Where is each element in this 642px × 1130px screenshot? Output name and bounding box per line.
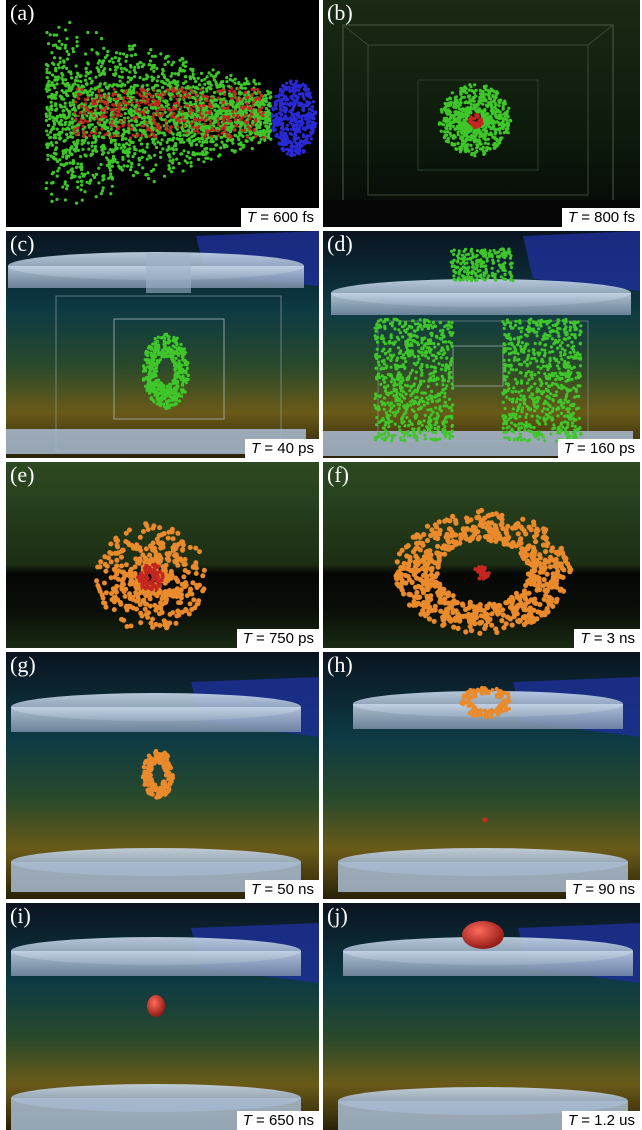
panel-label: (e) [10,462,35,487]
panel-e: (e) T = 750 ps [6,462,319,648]
panel-f: (f) T = 3 ns [323,462,640,648]
panel-label: (h) [327,652,353,677]
time-label: T = 600 fs [240,207,319,227]
panel-label: (d) [327,231,353,256]
time-label: T = 3 ns [574,628,640,648]
ion-cloud [147,995,165,1017]
panel-d: (d) T = 160 ps [323,231,640,458]
panel-label: (b) [327,0,353,25]
panel-e-scene [6,462,319,648]
panel-g: (g) T = 50 ns [6,652,319,899]
panel-h: (h) T = 90 ns [323,652,640,899]
ion-cloud [462,921,504,949]
time-label: T = 800 fs [561,207,640,227]
panel-b-scene [323,0,640,227]
panel-f-scene [323,462,640,648]
time-label: T = 90 ns [566,879,640,899]
panel-label: (j) [327,903,348,928]
panel-a: (a) T = 600 fs [6,0,319,227]
panel-j: (j) T = 1.2 us [323,903,640,1130]
time-label: T = 40 ps [245,438,319,458]
time-label: T = 750 ps [236,628,319,648]
time-label: T = 50 ns [245,879,319,899]
panel-g-scene [6,652,319,899]
panel-c-scene [6,231,319,458]
panel-i: (i) T = 650 ns [6,903,319,1130]
panel-j-scene [323,903,640,1130]
panel-label: (i) [10,903,31,928]
time-label: T = 1.2 us [561,1110,640,1130]
panel-label: (a) [10,0,35,25]
panel-i-scene [6,903,319,1130]
panel-label: (f) [327,462,349,487]
panel-label: (c) [10,231,35,256]
panel-a-scene [6,0,319,227]
panel-h-scene [323,652,640,899]
panel-label: (g) [10,652,36,677]
panel-d-scene [323,231,640,458]
panel-b: (b) T = 800 fs [323,0,640,227]
time-label: T = 650 ns [236,1110,319,1130]
panel-c: (c) T = 40 ps [6,231,319,458]
time-label: T = 160 ps [557,438,640,458]
